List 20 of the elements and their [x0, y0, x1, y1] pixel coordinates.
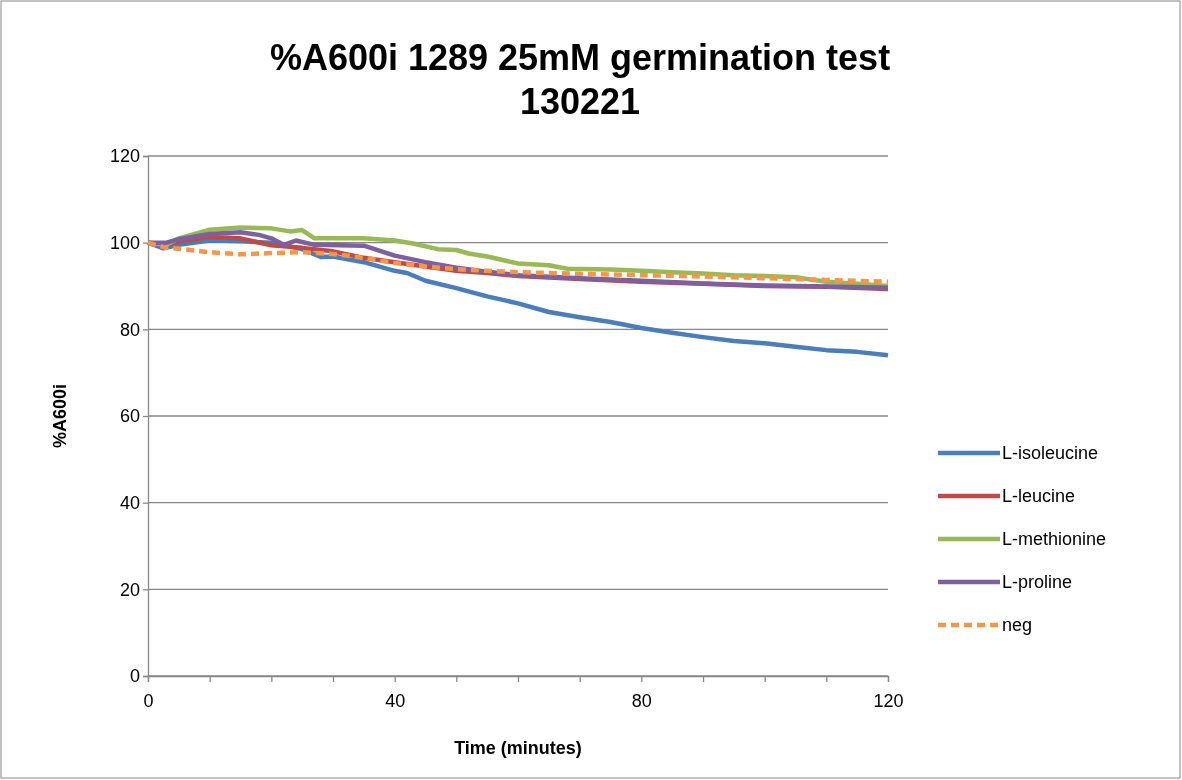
- y-tick-label: 120: [109, 146, 140, 167]
- legend-label: L-methionine: [1002, 529, 1107, 549]
- y-tick-label: 80: [119, 319, 140, 340]
- y-tick-label: 40: [119, 492, 140, 513]
- y-tick-label: 60: [119, 406, 140, 427]
- line-series: [145, 240, 891, 284]
- y-tick-label: 20: [119, 579, 140, 600]
- x-tick-label: 120: [873, 690, 904, 711]
- legend-label: L-leucine: [1002, 486, 1076, 506]
- x-tick-label: 0: [143, 690, 154, 711]
- x-axis-title: Time (minutes): [454, 738, 582, 758]
- legend-label: L-proline: [1002, 572, 1073, 592]
- legend-label: L-isoleucine: [1002, 443, 1099, 463]
- y-axis-title: %A600i: [50, 383, 70, 449]
- x-tick-label: 40: [385, 690, 406, 711]
- legend-label: neg: [1002, 615, 1033, 635]
- chart-title: %A600i 1289 25mM germination test 130221: [269, 37, 891, 122]
- y-tick-label: 0: [129, 666, 140, 687]
- y-tick-label: 100: [109, 232, 140, 253]
- x-tick-label: 80: [631, 690, 652, 711]
